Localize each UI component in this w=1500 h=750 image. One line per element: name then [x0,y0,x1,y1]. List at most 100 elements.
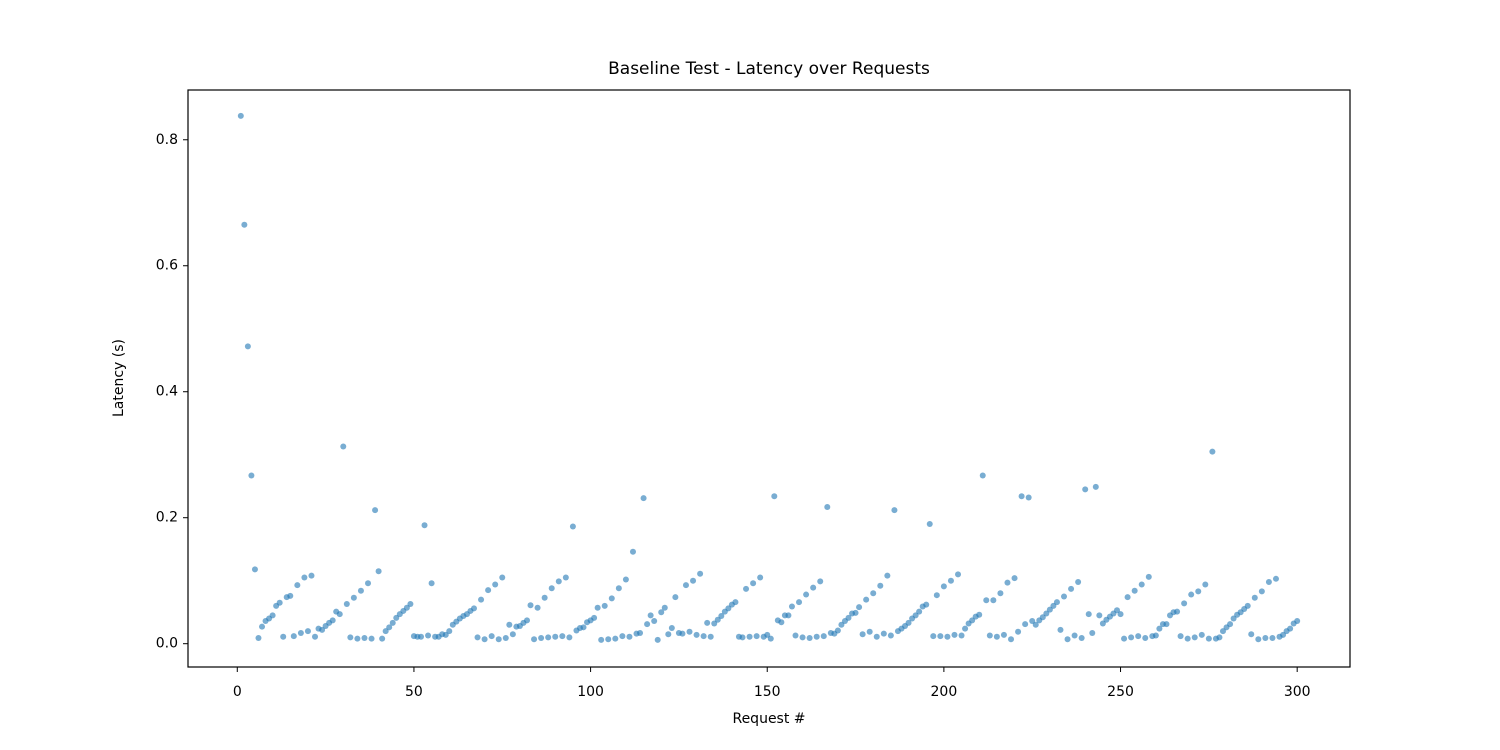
data-point [764,631,771,638]
data-point [1135,633,1142,640]
data-point [538,635,545,642]
data-point [499,574,506,581]
data-point [1251,594,1258,601]
data-point [389,619,396,626]
data-point [1099,620,1106,627]
data-point [259,623,266,630]
data-point [336,611,343,618]
y-axis-label: Latency (s) [111,339,127,417]
data-point [1255,636,1262,643]
data-point [1202,581,1209,588]
data-point [937,633,944,640]
data-point [407,601,414,608]
data-point [1121,635,1128,642]
axes-frame [187,89,1351,668]
data-point [951,631,958,638]
x-axis-label: Request # [732,711,805,727]
data-point [1039,614,1046,621]
data-point [442,631,449,638]
data-point [555,578,562,585]
data-point [682,582,689,589]
data-point [1000,631,1007,638]
data-point [612,635,619,642]
data-point [1258,588,1265,595]
data-point [1216,634,1223,641]
data-point [368,635,375,642]
data-point [534,604,541,611]
data-point [690,577,697,584]
data-point [796,599,803,606]
data-point [1174,608,1181,615]
data-point [1152,632,1159,639]
data-point [1227,621,1234,628]
data-point [1078,635,1085,642]
data-point [1265,578,1272,585]
data-point [962,625,969,632]
data-point [1015,628,1022,635]
data-point [1269,635,1276,642]
data-point [562,574,569,581]
data-point [1181,600,1188,607]
data-point [269,612,276,619]
y-tick-label: 0.4 [156,384,178,400]
data-point [251,566,258,573]
data-point [863,596,870,603]
data-point [608,595,615,602]
data-point [1075,578,1082,585]
data-point [976,611,983,618]
data-point [527,602,534,609]
data-point [470,605,477,612]
data-point [290,633,297,640]
y-tick-label: 0.2 [156,510,178,526]
data-point [1018,493,1025,500]
data-point [485,587,492,594]
x-tick-label: 150 [754,684,781,700]
data-point [354,635,361,642]
data-point [304,628,311,635]
data-point [810,584,817,591]
data-point [1004,579,1011,586]
data-point [566,634,573,641]
data-point [598,636,605,643]
y-tick-label: 0.8 [156,132,178,148]
data-point [446,628,453,635]
data-point [1142,635,1149,642]
data-point [820,633,827,640]
data-point [1156,625,1163,632]
data-point [365,580,372,587]
data-point [926,521,933,528]
data-point [838,621,845,628]
data-point [866,628,873,635]
data-point [386,624,393,631]
y-tick-label: 0.6 [156,258,178,274]
data-point [1287,625,1294,632]
data-point [658,609,665,616]
data-point [672,594,679,601]
data-point [697,570,704,577]
data-point [1046,606,1053,613]
data-point [379,635,386,642]
data-point [767,635,774,642]
data-point [357,587,364,594]
data-point [852,609,859,616]
data-point [817,578,824,585]
data-point [923,601,930,608]
data-point [1198,631,1205,638]
y-tick-label: 0.0 [156,636,178,652]
data-point [294,582,301,589]
data-point [637,629,644,636]
data-point [403,604,410,611]
data-point [1082,486,1089,493]
data-point [428,580,435,587]
data-point [785,612,792,619]
data-point [488,633,495,640]
data-point [1089,629,1096,636]
data-point [990,597,997,604]
data-point [509,631,516,638]
data-point [1163,621,1170,628]
data-point [541,594,548,601]
data-point [308,572,315,579]
data-point [940,583,947,590]
data-point [340,443,347,450]
